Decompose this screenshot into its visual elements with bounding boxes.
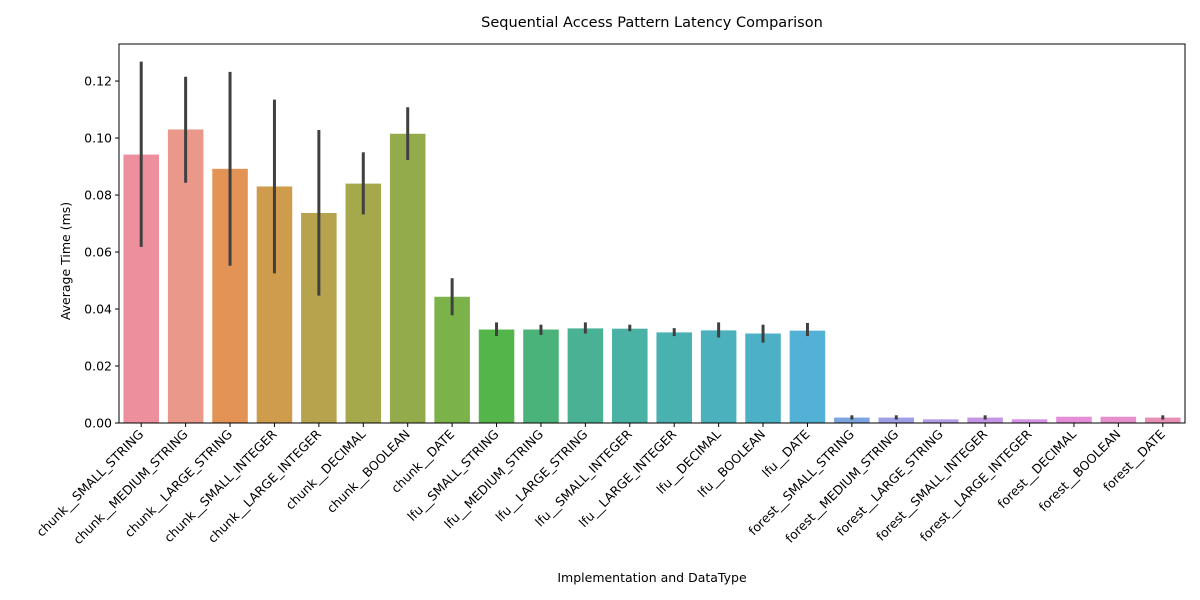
x-tick-label: chunk__BOOLEAN: [324, 427, 413, 516]
x-tick-label: chunk__DECIMAL: [282, 426, 368, 512]
bar-chunk-date: [434, 296, 470, 423]
y-tick-label: 0.00: [84, 416, 112, 431]
y-axis: 0.00 0.02 0.04 0.06 0.08 0.10 0.12: [84, 74, 119, 431]
y-tick-label: 0.06: [84, 245, 112, 260]
bar-lfu-small-integer: [612, 328, 648, 423]
x-tick-label: forest__DECIMAL: [994, 426, 1079, 511]
y-tick-label: 0.02: [84, 359, 112, 374]
y-tick-label: 0.10: [84, 131, 112, 146]
y-tick-label: 0.12: [84, 74, 112, 89]
bars-group: [123, 129, 1181, 424]
x-axis: chunk__SMALL_STRINGchunk__MEDIUM_STRINGc…: [33, 423, 1168, 547]
x-axis-label: Implementation and DataType: [557, 570, 747, 585]
y-tick-label: 0.08: [84, 188, 112, 203]
plot-frame: [118, 43, 1186, 424]
bar-forest-date: [1145, 417, 1181, 423]
bar-lfu-small-string: [478, 329, 515, 423]
bar-chunk-decimal: [345, 183, 382, 423]
chart-title: Sequential Access Pattern Latency Compar…: [481, 15, 823, 31]
bar-lfu-decimal: [700, 330, 737, 423]
bar-forest-small-integer: [967, 417, 1003, 423]
bar-lfu-date: [789, 330, 826, 423]
bar-forest-boolean: [1100, 416, 1137, 423]
bar-lfu-large-string: [567, 328, 604, 423]
y-tick-label: 0.04: [84, 302, 112, 317]
x-tick-label: forest__BOOLEAN: [1036, 427, 1124, 515]
bar-forest-medium-string: [878, 417, 915, 423]
error-bars-group: [139, 61, 1165, 420]
bar-forest-large-string: [922, 419, 959, 423]
bar-forest-small-string: [834, 417, 870, 423]
bar-chunk-boolean: [389, 133, 426, 423]
bar-lfu-medium-string: [523, 329, 559, 423]
y-axis-label: Average Time (ms): [58, 202, 73, 320]
bar-forest-decimal: [1056, 416, 1092, 423]
bar-lfu-large-integer: [656, 332, 692, 423]
bar-lfu-boolean: [745, 333, 781, 423]
bar-forest-large-integer: [1011, 419, 1048, 423]
